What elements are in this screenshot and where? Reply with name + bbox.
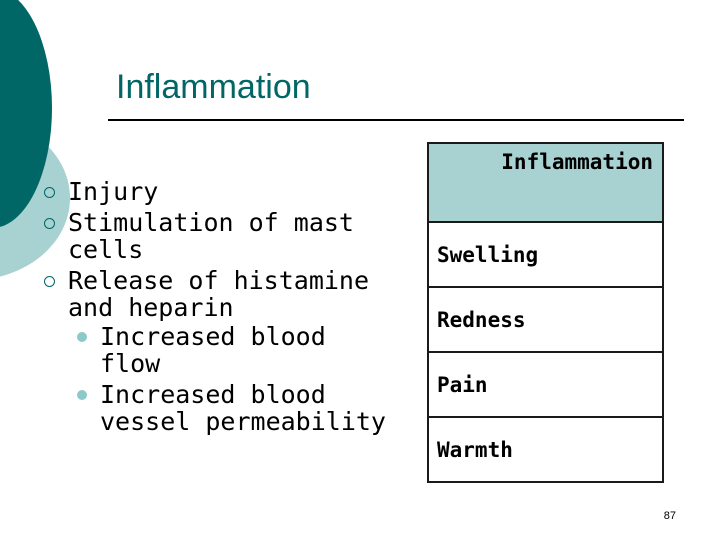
page-number: 87 [663,510,676,522]
table-row: Pain [427,351,664,418]
table-header-cell: Inflammation [427,142,664,223]
sub-bullet-text: Increased blood flow [100,322,326,378]
sub-bullet-text: Increased blood vessel permeability [100,380,386,436]
title-underline [108,119,684,121]
filled-circle-icon [77,332,87,342]
bullet-text: Injury [68,177,159,206]
bullet-item: Release of histamine and heparin Increas… [44,267,389,435]
sub-bullet-list: Increased blood flow Increased blood ves… [76,323,389,435]
hollow-circle-icon [44,276,55,287]
dark-teal-circle [0,0,52,227]
table-cell: Warmth [427,416,664,483]
bullet-item: Stimulation of mast cells [44,209,389,263]
table-header-row: Inflammation [427,142,664,223]
bullet-text: Stimulation of mast cells [68,208,354,264]
bullet-list: Injury Stimulation of mast cells Release… [44,178,389,439]
filled-circle-icon [77,390,87,400]
table-cell: Pain [427,351,664,418]
corner-decoration [0,0,70,277]
bullet-text: Release of histamine and heparin [68,266,370,322]
bullet-item: Injury [44,178,389,205]
table-row: Redness [427,286,664,353]
table-cell: Redness [427,286,664,353]
inflammation-signs-table: Inflammation Swelling Redness Pain Warmt… [427,142,664,483]
table-cell: Swelling [427,221,664,288]
hollow-circle-icon [44,187,55,198]
slide-title: Inflammation [116,68,311,106]
table-row: Swelling [427,221,664,288]
sub-bullet-item: Increased blood vessel permeability [76,381,389,435]
sub-bullet-item: Increased blood flow [76,323,389,377]
table-row: Warmth [427,416,664,483]
hollow-circle-icon [44,218,55,229]
